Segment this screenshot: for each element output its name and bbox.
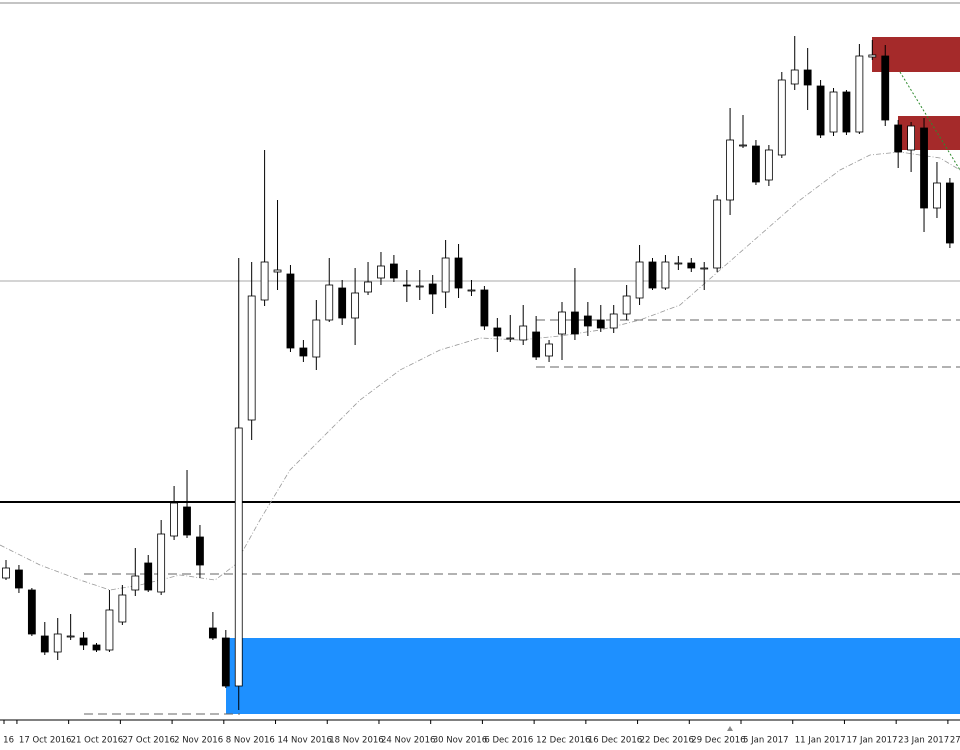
candle-body: [687, 262, 696, 269]
candle-body: [480, 289, 489, 327]
candle-body: [881, 55, 890, 121]
candle-body: [286, 273, 295, 349]
candle-body: [777, 79, 786, 156]
x-tick-label: 21 Oct 2016: [71, 736, 124, 746]
x-tick-label: 17 Jan 2017: [846, 736, 897, 746]
candle-body: [609, 313, 618, 329]
candle-body: [66, 635, 75, 638]
candle-body: [15, 569, 23, 589]
candle-body: [2, 567, 10, 579]
candle-body: [170, 502, 178, 537]
candle-body: [157, 533, 166, 593]
candle-body: [377, 265, 385, 279]
x-tick-label: 16: [3, 736, 14, 746]
candle-body: [221, 637, 230, 687]
candle-body: [596, 319, 605, 329]
candle-body: [351, 292, 360, 319]
x-tick-label: 5 Jan 2017: [743, 736, 789, 746]
candle-body: [726, 139, 734, 201]
x-tick-label: 27 Oct 2016: [122, 736, 175, 746]
candle-body: [208, 627, 217, 639]
candle-body: [945, 182, 954, 244]
candle-body: [338, 287, 347, 319]
candle-body: [829, 91, 838, 133]
x-tick-label: 30 Nov 2016: [433, 736, 487, 746]
candle-body: [752, 145, 760, 183]
candle-body: [894, 124, 903, 153]
candle-body: [583, 315, 592, 327]
x-tick-label: 29 Dec 2016: [691, 736, 745, 746]
candle-body: [493, 327, 502, 337]
candle-body: [312, 319, 321, 358]
x-tick-label: 11 Jan 2017: [795, 736, 846, 746]
candle-body: [764, 149, 773, 181]
candle-body: [635, 261, 644, 299]
candle-body: [441, 257, 450, 293]
candle-body: [79, 637, 88, 646]
candle-body: [868, 54, 877, 58]
x-tick-label: 8 Nov 2016: [226, 736, 275, 746]
candle-body: [816, 85, 825, 136]
moving-average: [0, 151, 960, 591]
candle-body: [532, 331, 541, 358]
candle-body: [260, 261, 269, 301]
candle-body: [506, 337, 515, 340]
x-tick-label: 18 Nov 2016: [329, 736, 383, 746]
demand-zone: [226, 638, 960, 714]
candle-body: [661, 261, 670, 289]
candle-body: [907, 125, 915, 151]
x-tick-label: 23 Jan 2017: [898, 736, 949, 746]
x-tick-label: 16 Dec 2016: [588, 736, 642, 746]
x-tick-label: 2 Nov 2016: [174, 736, 223, 746]
candle-body: [234, 427, 243, 687]
candle-body: [519, 325, 528, 341]
candle-body: [855, 55, 864, 133]
candle-body: [105, 609, 114, 651]
candle-body: [842, 91, 851, 133]
candle-body: [558, 311, 566, 335]
candle-body: [545, 343, 553, 357]
candle-body: [196, 536, 204, 566]
candle-body: [118, 594, 127, 623]
x-tick-label: 17 Oct 2016: [19, 736, 72, 746]
candle-body: [428, 283, 437, 295]
candle-body: [467, 289, 476, 292]
candle-body: [247, 295, 256, 421]
candle-body: [454, 257, 463, 289]
x-tick-label: 12 Dec 2016: [536, 736, 590, 746]
trend-line: [899, 71, 960, 171]
scroll-marker: [727, 726, 733, 731]
candle-body: [713, 199, 722, 269]
x-tick-label: 6 Dec 2016: [484, 736, 533, 746]
candle-body: [674, 262, 683, 265]
candle-body: [40, 635, 49, 653]
candle-body: [144, 562, 153, 591]
x-tick-label: 24 Nov 2016: [381, 736, 435, 746]
candle-body: [273, 269, 282, 273]
candle-body: [299, 347, 308, 357]
candle-body: [790, 69, 799, 85]
candle-body: [415, 285, 424, 288]
candle-body: [92, 644, 101, 651]
candle-body: [364, 281, 372, 293]
x-tick-label: 14 Nov 2016: [278, 736, 332, 746]
candle-body: [933, 182, 941, 209]
candle-body: [183, 506, 191, 536]
candle-body: [27, 589, 36, 635]
candle-body: [739, 144, 747, 147]
x-tick-label: 22 Dec 2016: [640, 736, 694, 746]
candle-body: [325, 284, 334, 321]
candle-body: [920, 127, 928, 209]
candle-body: [389, 263, 398, 279]
candle-body: [571, 311, 579, 335]
candle-body: [700, 267, 709, 270]
candle-body: [402, 284, 411, 287]
candle-body: [803, 69, 812, 86]
x-tick-label: 27: [950, 736, 960, 746]
candle-body: [53, 633, 62, 653]
candle-body: [622, 295, 631, 315]
candle-body: [131, 575, 140, 591]
candle-body: [648, 261, 657, 289]
